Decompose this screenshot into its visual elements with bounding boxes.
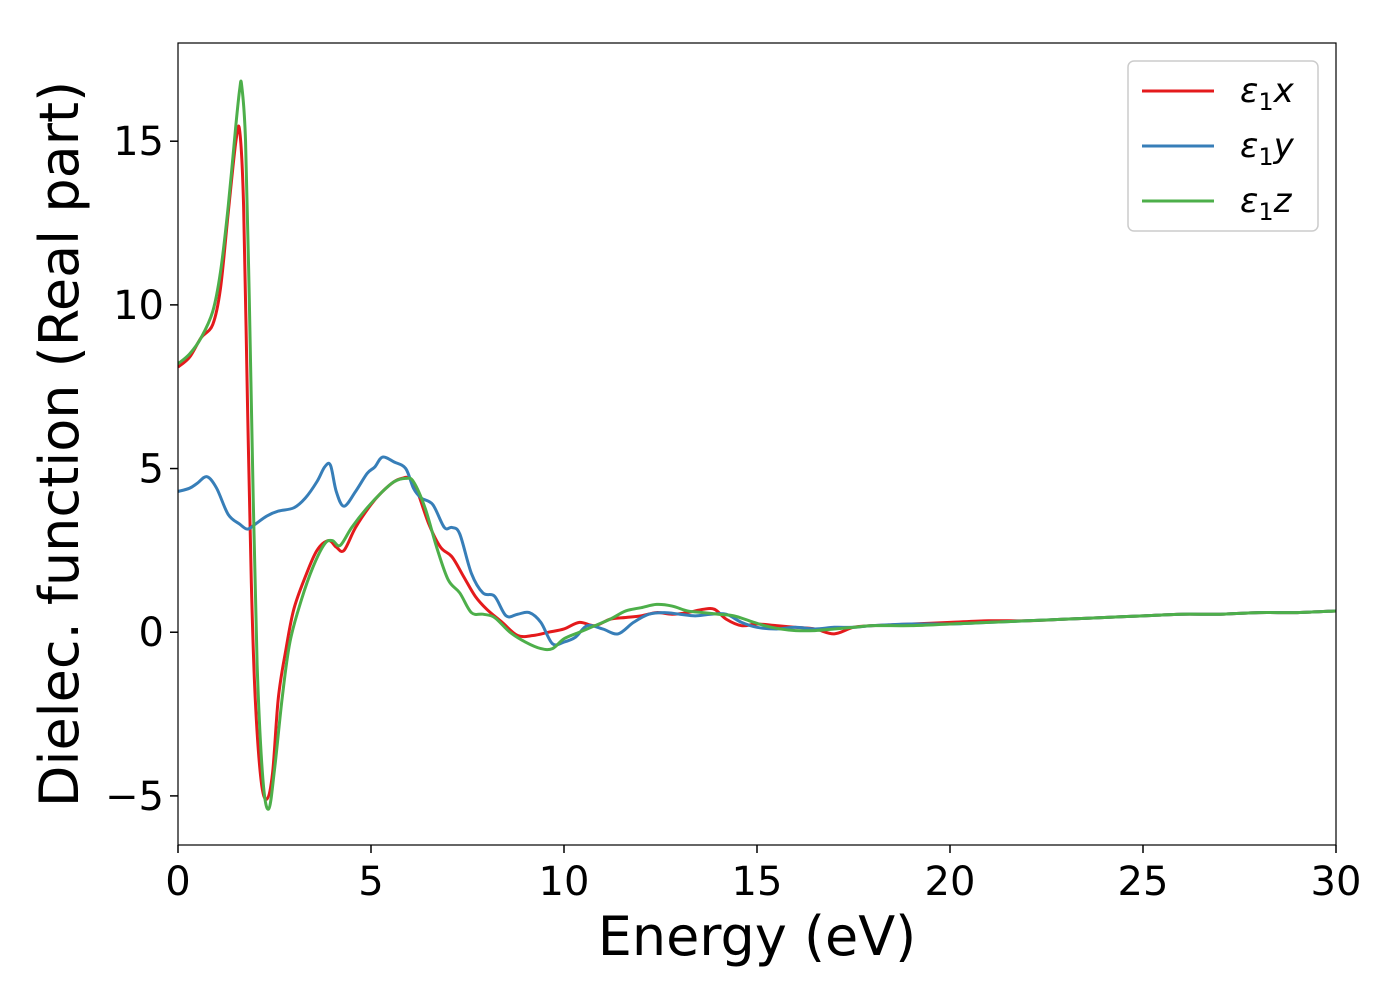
y-axis-label: Dielec. function (Real part) — [28, 81, 91, 807]
y-axis-ticks: −5 0 5 10 15 — [105, 119, 178, 820]
x-tick-label: 15 — [732, 859, 783, 905]
series-layer — [178, 79, 1336, 811]
legend-box — [1127, 60, 1319, 232]
legend-label: ε1z — [1240, 181, 1293, 226]
y-tick-label: 5 — [139, 447, 164, 493]
x-tick-label: 25 — [1118, 859, 1169, 905]
legend-label: ε1x — [1240, 71, 1295, 116]
legend: ε1x ε1y ε1z — [1127, 60, 1319, 232]
y-tick-label: 10 — [113, 283, 164, 329]
x-tick-label: 5 — [358, 859, 383, 905]
x-tick-label: 20 — [925, 859, 976, 905]
y-tick-label: −5 — [105, 774, 164, 820]
x-axis-label: Energy (eV) — [598, 905, 917, 968]
legend-label: ε1y — [1240, 126, 1295, 171]
y-tick-label: 0 — [139, 610, 164, 656]
x-axis-ticks: 0 5 10 15 20 25 30 — [165, 845, 1361, 905]
x-tick-label: 0 — [165, 859, 190, 905]
series-line-z — [178, 79, 1336, 811]
x-tick-label: 10 — [539, 859, 590, 905]
y-tick-label: 15 — [113, 119, 164, 165]
x-tick-label: 30 — [1311, 859, 1362, 905]
